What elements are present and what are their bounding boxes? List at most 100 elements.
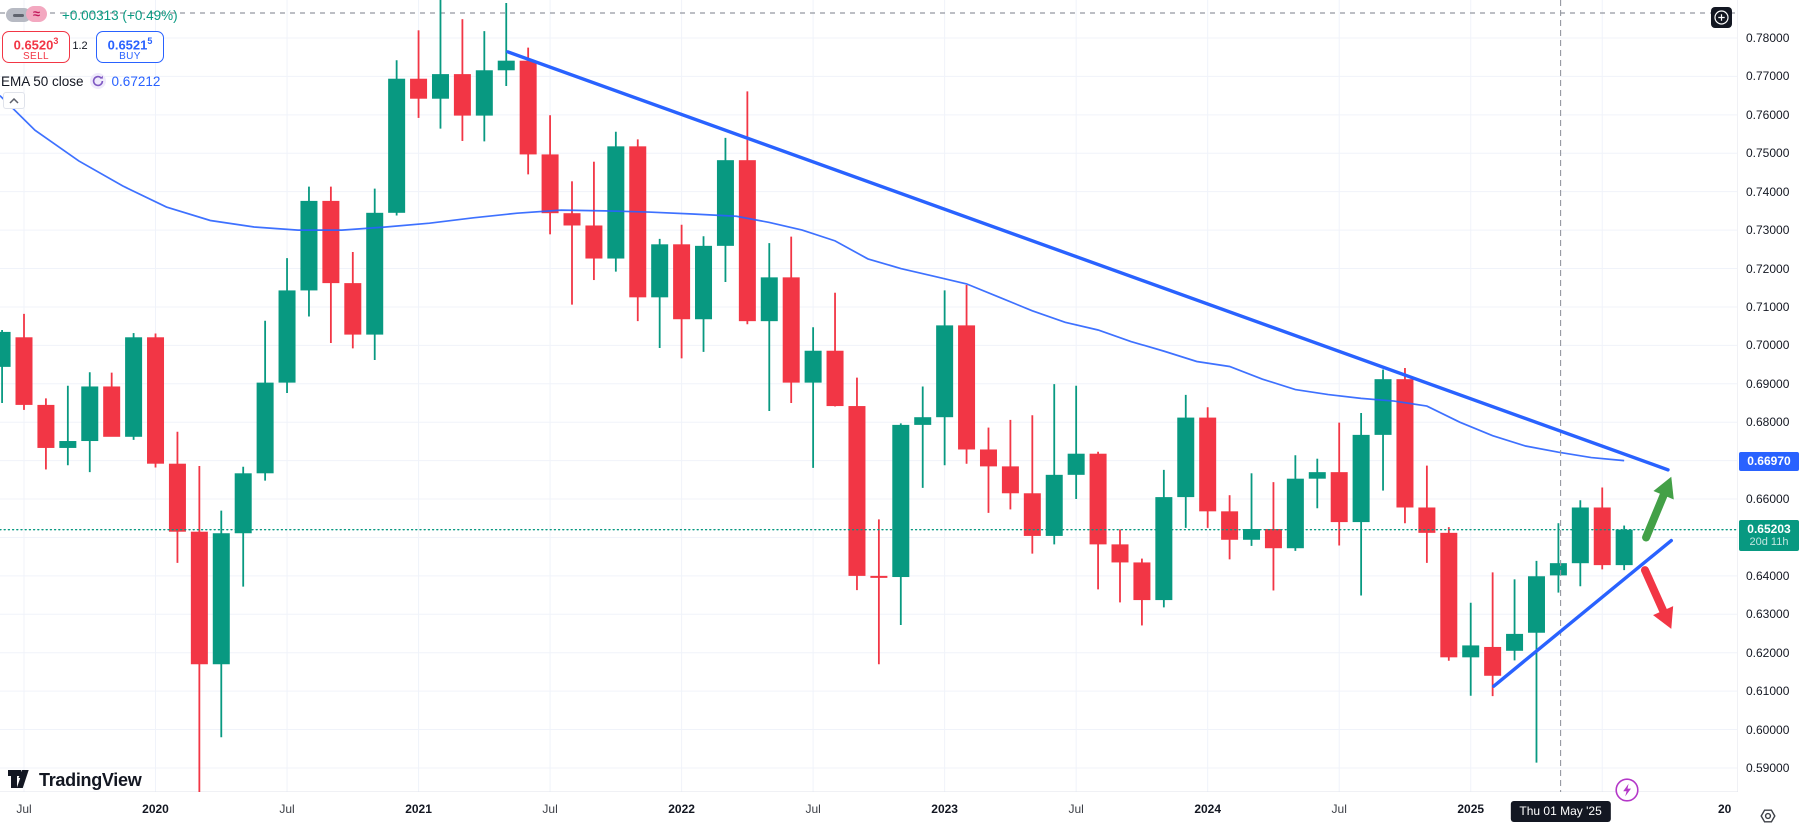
candle-body	[826, 350, 844, 407]
events-lightning-icon[interactable]	[1614, 777, 1640, 803]
candle-body	[190, 531, 208, 665]
candle-body	[1352, 434, 1370, 523]
candle-body	[1045, 474, 1063, 536]
candle-body	[410, 78, 428, 99]
time-axis-year-label: 2022	[668, 802, 695, 816]
candle-body	[1177, 417, 1195, 498]
trendline-price-tag: 0.66970	[1739, 452, 1799, 472]
candle-body	[519, 60, 537, 155]
price-axis-label: 0.64000	[1746, 568, 1790, 583]
tradingview-logo[interactable]: TradingView	[8, 769, 142, 791]
candle-body	[870, 575, 888, 578]
candle-body	[738, 160, 756, 322]
price-axis-label: 0.62000	[1746, 645, 1790, 660]
candle-body	[81, 386, 99, 442]
price-axis-label: 0.66000	[1746, 492, 1790, 507]
price-axis-label: 0.70000	[1746, 338, 1790, 353]
candle-body	[497, 60, 515, 71]
price-axis-label: 0.61000	[1746, 684, 1790, 699]
price-axis-label: 0.77000	[1746, 69, 1790, 84]
price-axis-label: 0.78000	[1746, 31, 1790, 45]
candle-body	[1199, 417, 1217, 512]
candle-body	[958, 325, 976, 450]
candle-body	[1089, 453, 1107, 545]
candle-body	[1484, 646, 1502, 676]
partial-year-label: 20	[1718, 802, 1732, 816]
candle-body	[1243, 529, 1261, 540]
candle-body	[1155, 497, 1173, 601]
descending-resistance-trendline	[506, 50, 1670, 472]
price-axis[interactable]: 0.78000 0.77000 0.76000 0.75000 0.74000 0.730…	[1738, 0, 1800, 792]
price-axis-label: 0.59000	[1746, 760, 1790, 775]
down-arrow-icon-head	[1653, 606, 1674, 629]
candle-body	[0, 331, 11, 367]
candle-body	[1549, 563, 1567, 576]
candle-body	[760, 277, 778, 322]
indicator-name: EMA 50 close	[1, 73, 84, 89]
price-axis-label: 0.69000	[1746, 376, 1790, 391]
ema50-line	[0, 95, 1625, 462]
indicator-value: 0.67212	[111, 73, 161, 89]
candle-body	[1571, 507, 1589, 564]
add-alert-plus-button[interactable]	[1711, 7, 1732, 28]
candle-body	[607, 146, 625, 259]
candle-body	[1111, 544, 1129, 563]
candle-body	[782, 277, 800, 383]
candle-body	[979, 449, 997, 467]
candle-countdown: 20d 11h	[1749, 535, 1789, 548]
candle-body	[1308, 472, 1326, 479]
price-axis-label: 0.63000	[1746, 607, 1790, 622]
price-axis-label: 0.72000	[1746, 261, 1790, 276]
candle-body	[629, 146, 647, 298]
tradingview-logo-icon	[8, 770, 29, 788]
tradingview-logo-text: TradingView	[39, 769, 142, 790]
candle-body	[1330, 472, 1348, 523]
down-arrow-icon	[1640, 566, 1669, 618]
candle-body	[892, 424, 910, 578]
price-axis-label: 0.73000	[1746, 223, 1790, 238]
candle-body	[322, 200, 340, 284]
candle-body	[1374, 379, 1392, 435]
time-axis-month-label: Jul	[805, 802, 821, 816]
time-axis-year-label: 2024	[1194, 802, 1222, 816]
candle-body	[1527, 576, 1545, 633]
price-axis-label: 0.71000	[1746, 299, 1790, 314]
legend-collapse-button[interactable]	[3, 92, 25, 109]
candle-body	[563, 213, 581, 226]
indicator-legend[interactable]: EMA 50 close 0.67212	[1, 73, 160, 89]
candle-body	[695, 245, 713, 320]
candle-body	[541, 154, 559, 214]
price-axis-label: 0.74000	[1746, 184, 1790, 199]
time-axis-month-label: Jul	[279, 802, 295, 816]
symbol-wave-pill-icon: ≈	[26, 6, 47, 22]
candle-body	[1593, 507, 1611, 566]
candle-body	[1023, 493, 1041, 536]
candle-body	[673, 244, 691, 320]
ohlc-readout: +0.00313 (+0.49%)	[62, 6, 178, 24]
candle-body	[344, 283, 362, 335]
candle-body	[103, 386, 121, 437]
candle-body	[256, 382, 274, 474]
candle-body	[1418, 507, 1436, 533]
candle-body	[15, 337, 33, 405]
price-change-label: +0.00313 (+0.49%)	[62, 7, 178, 23]
candle-body	[1286, 478, 1304, 549]
sell-button-label: SELL	[22, 51, 50, 63]
axis-settings-gear-icon[interactable]	[1758, 806, 1778, 826]
candle-body	[1133, 562, 1151, 601]
price-axis-label: 0.60000	[1746, 722, 1790, 737]
time-axis-year-label: 2021	[405, 802, 432, 816]
plus-circle-icon	[1714, 10, 1729, 25]
time-axis-month-label: Jul	[16, 802, 32, 816]
symbol-minus-pill-icon	[6, 8, 31, 22]
time-axis[interactable]: 20 Jul 2020 Jul 2021 Jul 2022 Jul 2023 Jul 2024 Ju…	[0, 792, 1800, 834]
buy-button[interactable]: 0.65215 BUY	[96, 31, 164, 63]
candle-body	[1440, 532, 1458, 658]
candle-body	[804, 350, 822, 383]
sell-button[interactable]: 0.65203 SELL	[2, 31, 70, 63]
candle-body	[1264, 529, 1282, 549]
candle-body	[848, 406, 866, 576]
price-axis-label: 0.76000	[1746, 107, 1790, 122]
